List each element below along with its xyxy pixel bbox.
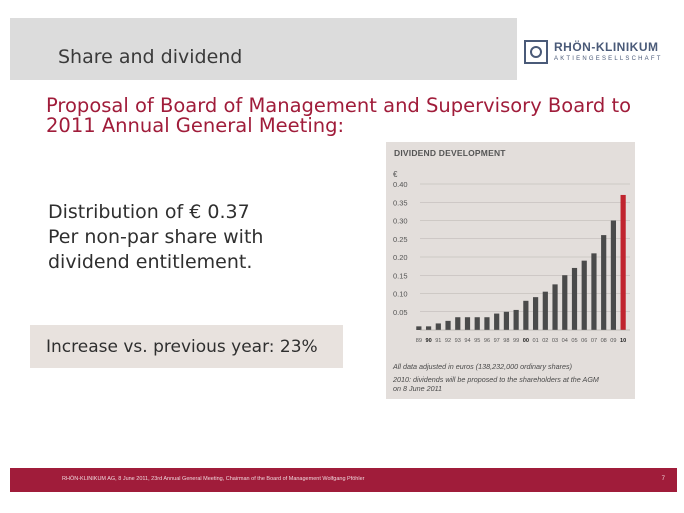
logo-emblem-icon [524,40,548,64]
dividend-chart: €0.05 0.10 0.15 0.20 0.25 0.30 0.35 0.40 89 90 91 9… [393,170,630,344]
slide-title: Share and dividend [58,46,243,68]
bar [552,284,558,330]
bar [571,267,578,330]
x-tick-label: 00 [523,338,529,344]
chart-note-2: 2010: dividends will be proposed to the … [393,375,599,384]
y-tick-label: 0.20 [393,253,408,262]
y-tick-label: 0.05 [393,308,408,317]
bar [435,323,441,330]
distribution-line-2: Per non-par share with [48,226,264,248]
x-tick-label: 98 [503,338,509,344]
footer-text: RHÖN-KLINIKUM AG, 8 June 2011, 23rd Annu… [62,476,365,482]
bar [620,194,626,330]
x-tick-label: 09 [610,338,616,344]
y-tick-label: 0.15 [393,271,408,280]
x-tick-label: 89 [416,338,422,344]
bar [581,260,587,330]
chart-note-1: All data adjusted in euros (138,232,000 … [393,362,572,371]
x-tick-label: 10 [620,338,626,344]
x-tick-label: 03 [552,338,558,344]
page-number: 7 [661,476,665,482]
y-tick-label: 0.25 [393,235,408,244]
x-tick-label: 90 [425,338,431,344]
x-tick-label: 92 [445,338,451,344]
x-tick-label: 01 [532,338,538,344]
x-tick-label: 99 [513,338,519,344]
bar [464,317,471,330]
bar [513,309,519,330]
x-tick-label: 08 [601,338,607,344]
bar [601,235,607,330]
bar [610,220,617,330]
x-tick-label: 93 [455,338,461,344]
chart-title: DIVIDEND DEVELOPMENT [394,148,506,158]
y-tick-label: 0.10 [393,290,408,299]
x-tick-label: 96 [484,338,490,344]
bar [445,320,451,330]
y-tick-label: 0.35 [393,198,408,207]
chart-note-3: on 8 June 2011 [393,384,443,393]
company-logo: RHÖN-KLINIKUM AKTIENGESELLSCHAFT [524,38,674,68]
bar [416,326,422,330]
proposal-heading: Proposal of Board of Management and Supe… [46,96,646,136]
bar [474,317,480,330]
x-tick-label: 94 [464,338,470,344]
increase-text: Increase vs. previous year: 23% [46,337,318,357]
bar [542,291,548,330]
x-tick-label: 04 [562,338,568,344]
bar [425,326,432,330]
x-tick-label: 07 [591,338,597,344]
x-tick-label: 97 [494,338,500,344]
header-band [10,18,517,80]
x-tick-label: 91 [435,338,441,344]
bar [494,313,500,330]
y-tick-label: 0.30 [393,217,408,226]
proposal-line-1: Proposal of Board of Management and Supe… [46,94,632,117]
y-tick-label: 0.40 [393,180,408,189]
distribution-line-1: Distribution of € 0.37 [48,201,250,223]
bar [455,317,461,330]
bar [562,275,568,330]
x-tick-label: 06 [581,338,587,344]
x-tick-label: 95 [474,338,480,344]
bar [591,253,597,330]
increase-callout: Increase vs. previous year: 23% [30,325,343,368]
distribution-text: Distribution of € 0.37 Per non-par share… [48,200,368,275]
dividend-chart-panel: DIVIDEND DEVELOPMENT €0.05 0.10 0.15 0.20 0.… [386,142,635,399]
distribution-line-3: dividend entitlement. [48,251,253,273]
proposal-line-2: 2011 Annual General Meeting: [46,114,345,137]
logo-subtitle: AKTIENGESELLSCHAFT [554,56,663,62]
x-tick-label: 02 [542,338,548,344]
footer-bar: RHÖN-KLINIKUM AG, 8 June 2011, 23rd Annu… [10,468,677,492]
bar [532,297,539,330]
bar [523,300,529,330]
x-tick-label: 05 [571,338,577,344]
bar [503,311,510,330]
logo-name: RHÖN-KLINIKUM [554,40,659,54]
bar [484,317,490,330]
y-axis-unit: € [393,170,398,179]
